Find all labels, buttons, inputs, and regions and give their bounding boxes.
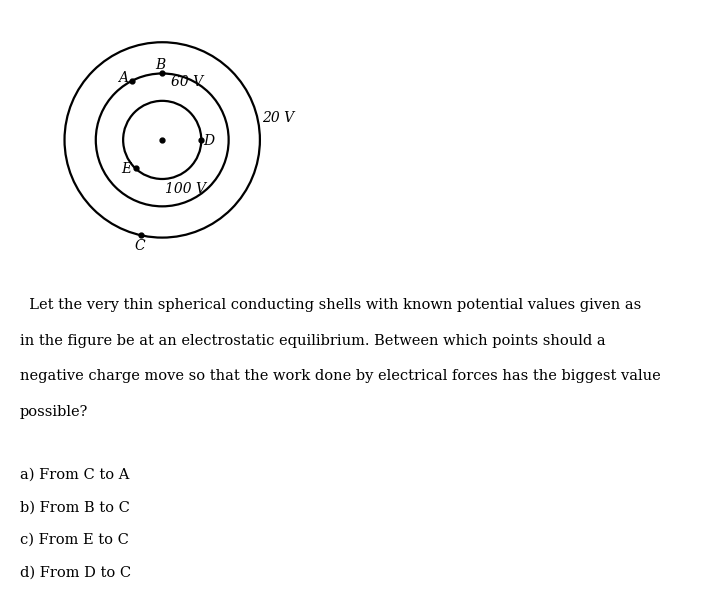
Text: b) From B to C: b) From B to C — [20, 500, 129, 515]
Text: 100 V: 100 V — [165, 181, 206, 196]
Text: d) From D to C: d) From D to C — [20, 566, 131, 580]
Text: c) From E to C: c) From E to C — [20, 533, 129, 547]
Text: 60 V: 60 V — [171, 75, 203, 89]
Text: 20 V: 20 V — [262, 111, 294, 126]
Text: D: D — [203, 134, 214, 148]
Text: in the figure be at an electrostatic equilibrium. Between which points should a: in the figure be at an electrostatic equ… — [20, 334, 606, 347]
Text: E: E — [121, 162, 131, 176]
Text: a) From C to A: a) From C to A — [20, 468, 129, 482]
Text: B: B — [156, 58, 166, 72]
Text: negative charge move so that the work done by electrical forces has the biggest : negative charge move so that the work do… — [20, 369, 660, 383]
Text: C: C — [134, 239, 145, 253]
Text: A: A — [119, 71, 128, 84]
Text: Let the very thin spherical conducting shells with known potential values given : Let the very thin spherical conducting s… — [20, 298, 641, 312]
Text: possible?: possible? — [20, 405, 88, 419]
